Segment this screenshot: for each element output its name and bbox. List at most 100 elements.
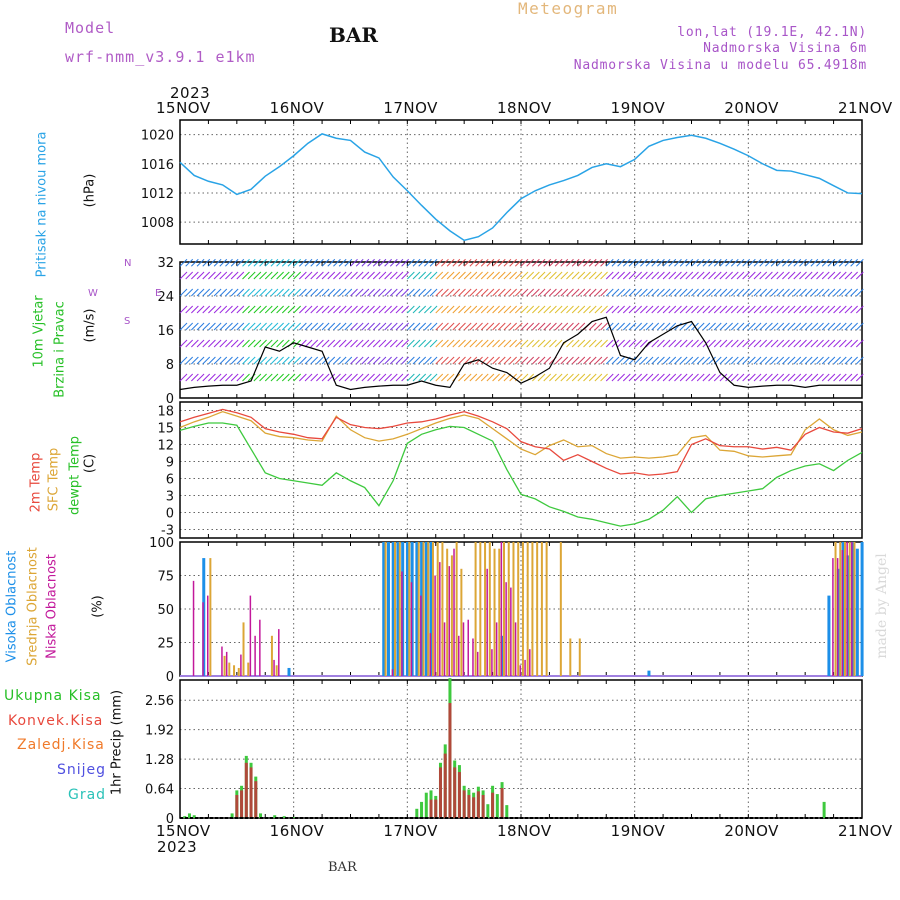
wind-barb xyxy=(674,288,682,297)
wind-barb xyxy=(725,322,733,331)
cloud-bar xyxy=(259,619,261,676)
wind-barb xyxy=(730,271,739,280)
wind-barb xyxy=(486,373,495,382)
wind-barb xyxy=(759,305,768,314)
cloud-bar xyxy=(278,629,280,676)
wind-barb xyxy=(605,288,614,297)
wind-barb xyxy=(736,339,745,348)
wind-barb xyxy=(247,339,256,348)
wind-barb xyxy=(651,288,660,297)
wind-barb xyxy=(719,288,728,297)
wind-barb xyxy=(469,288,478,297)
wind-barb xyxy=(566,305,574,314)
compass-letter: E xyxy=(155,288,161,299)
wind-barb xyxy=(753,322,762,331)
wind-barb xyxy=(225,339,233,348)
ytick-label: 2.56 xyxy=(145,694,174,709)
wind-barb xyxy=(566,322,574,331)
wind-barb xyxy=(549,339,557,348)
top-date-tick: 21NOV xyxy=(838,99,893,117)
cloud-bar xyxy=(569,638,572,676)
wind-barb xyxy=(793,322,802,331)
wind-barb xyxy=(799,356,807,365)
wind-barb xyxy=(543,356,552,365)
wind-barb xyxy=(486,322,495,331)
wind-barb xyxy=(594,339,603,348)
wind-barb xyxy=(361,322,370,331)
wind-barb xyxy=(298,322,307,331)
wind-barb xyxy=(185,258,194,267)
wind-barb xyxy=(838,373,847,382)
precip-bar xyxy=(822,801,826,818)
wind-barb xyxy=(702,288,711,297)
wind-barb xyxy=(435,356,444,365)
wind-barb xyxy=(799,339,807,348)
wind-barb xyxy=(634,339,643,348)
wind-barb xyxy=(838,258,847,267)
precip-bar xyxy=(448,703,452,818)
wind-barb xyxy=(753,356,762,365)
top-date-tick: 19NOV xyxy=(610,99,666,117)
wind-barb xyxy=(230,373,239,382)
ytick-label: 1012 xyxy=(141,187,174,202)
wind-barb xyxy=(344,288,353,297)
wind-barb xyxy=(492,288,500,297)
wind-barb xyxy=(441,373,449,382)
wind-barb xyxy=(384,322,392,331)
wind-barb xyxy=(674,258,682,267)
wind-barb xyxy=(685,305,694,314)
wind-barb xyxy=(804,322,813,331)
wind-barb xyxy=(435,339,444,348)
wind-barb xyxy=(583,339,591,348)
wind-barb xyxy=(719,271,728,280)
wind-barb xyxy=(213,339,222,348)
cloud-bar xyxy=(192,580,195,676)
wind-barb xyxy=(583,271,591,280)
wind-barb xyxy=(600,322,608,331)
wind-barb xyxy=(406,339,415,348)
wind-barb xyxy=(747,373,756,382)
wind-barb xyxy=(389,356,398,365)
wind-barb xyxy=(412,305,421,314)
precip-bar xyxy=(424,792,428,818)
wind-barb xyxy=(532,356,540,365)
wind-barb xyxy=(185,356,194,365)
wind-barb xyxy=(418,288,427,297)
wind-barb xyxy=(344,339,353,348)
wind-barb xyxy=(350,305,358,314)
wind-barb xyxy=(611,322,620,331)
wind-barb xyxy=(424,373,432,382)
wind-barb xyxy=(594,258,603,267)
wind-barb xyxy=(742,356,751,365)
precip-bar xyxy=(434,799,438,818)
wind-barb xyxy=(696,258,705,267)
wind-barb xyxy=(577,258,586,267)
wind-barb xyxy=(628,373,637,382)
cloud-bar xyxy=(458,635,460,676)
wind-barb xyxy=(679,258,688,267)
wind-barb xyxy=(850,258,858,267)
cloud-bar xyxy=(420,595,422,676)
wind-barb xyxy=(560,305,569,314)
wind-barb xyxy=(526,339,535,348)
wind-barb xyxy=(827,373,836,382)
wind-barb xyxy=(742,305,751,314)
precip-bar xyxy=(192,815,196,818)
cloud-bar xyxy=(514,622,517,676)
wind-barb xyxy=(503,322,512,331)
wind-barb xyxy=(213,322,222,331)
wind-barb xyxy=(361,373,370,382)
ytick-label: 1.28 xyxy=(145,753,174,768)
precip-bar xyxy=(481,795,485,818)
wind-barb xyxy=(662,288,671,297)
wind-barb xyxy=(281,373,290,382)
wind-barb xyxy=(418,322,427,331)
wind-barb xyxy=(230,271,239,280)
wind-barb xyxy=(776,288,785,297)
wind-barb xyxy=(264,373,273,382)
wind-barb xyxy=(526,305,535,314)
wind-barb xyxy=(526,258,535,267)
wind-barb xyxy=(236,305,245,314)
wind-barb xyxy=(208,356,216,365)
wind-barb xyxy=(208,339,216,348)
